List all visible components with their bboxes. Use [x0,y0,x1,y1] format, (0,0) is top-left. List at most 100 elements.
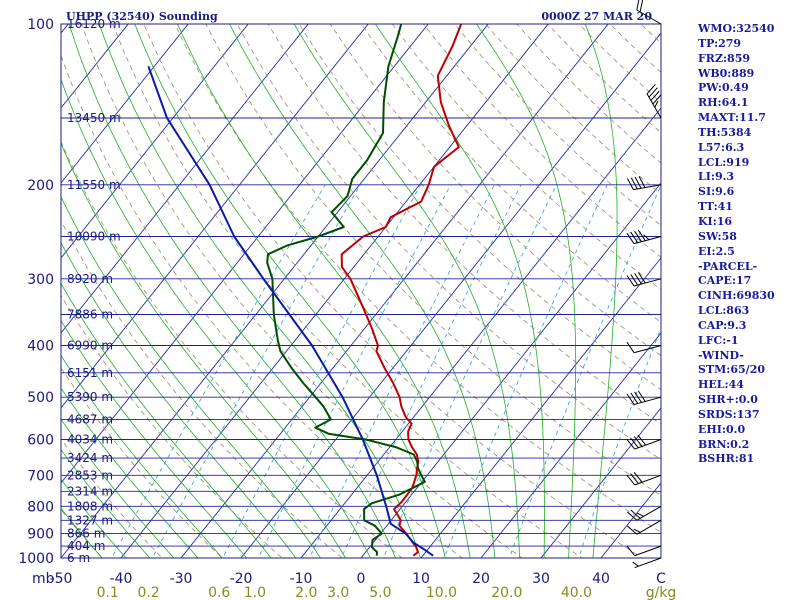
wind-barb [626,272,662,287]
wind-barb-feather [639,0,644,13]
isobar-lines [61,23,661,559]
temperature-tick-label: -20 [230,571,253,587]
wind-barb-feather [646,83,656,95]
mixing-ratio-line [151,184,361,558]
index-item: SHR+:0.0 [698,393,758,407]
moist-adiabat-line [61,418,175,558]
wind-barb-feather [630,473,639,484]
wind-barb-staff [634,439,662,450]
mixing-ratio-label: 0.6 [208,585,230,600]
wind-barb-feather [634,391,642,403]
wind-barb-feather [650,90,660,101]
wind-barb-feather [633,528,641,533]
temperature-tick-label: 40 [592,571,610,587]
wind-barb-feather [630,509,641,519]
temperature-tick-label: -50 [50,571,73,587]
wind-barb [626,545,662,557]
moist-adiabat-line [293,24,520,558]
moist-adiabat-line [68,24,396,558]
wind-barbs [626,0,662,569]
wind-barb-feather [626,511,638,521]
temperature-line [340,24,463,557]
moist-adiabat-line [584,24,618,558]
pressure-tick-label: 300 [27,272,54,288]
wind-barb-feather [633,471,643,483]
index-item: TH:5384 [698,125,752,139]
mixing-ratio-line [257,184,452,558]
height-label: 4034 m [67,433,113,447]
height-label: 866 m [67,527,105,541]
wind-barb-feather [634,176,642,189]
pressure-tick-label: 600 [27,433,54,449]
moist-adiabat-line [61,478,127,558]
mixing-ratio-label: 3.0 [327,585,349,600]
index-item: SW:58 [698,229,737,243]
valid-time: 0000Z 27 MAR 20 [541,10,652,23]
index-item: FRZ:859 [698,51,751,65]
dry-adiabat-line [61,367,223,558]
pressure-tick-label: 400 [27,339,54,355]
index-item: LCL:919 [698,155,750,169]
isotherm-line [120,24,549,558]
wind-barb-feather [636,0,640,11]
wind-barb [626,471,662,486]
moist-adiabat-line [61,319,248,558]
wind-barb-feather [637,434,647,446]
index-item: TT:41 [698,200,733,214]
index-item: SI:9.6 [698,185,735,199]
wind-barb-staff [636,519,662,535]
index-item: MAXT:11.7 [698,111,766,125]
dry-adiabat-line [143,24,643,558]
mixing-ratio-line [309,184,495,558]
isotherm-line [61,24,309,334]
wind-barb-staff [633,345,662,354]
dry-adiabat-line [61,294,283,558]
height-label: 8920 m [67,272,113,286]
wind-barb-feather [630,231,639,243]
index-item: BSHR:81 [698,452,755,466]
wind-barb-feather [652,94,662,105]
pressure-tick-label: 800 [27,499,54,515]
wind-barb [626,176,662,191]
wind-barb-feather [636,512,644,517]
profile-lines [147,24,463,557]
mixing-ratio-label: 40.0 [561,585,592,600]
dry-adiabat-line [205,24,661,497]
height-label: 3424 m [67,451,113,465]
temperature-tick-label: C [656,571,666,587]
moist-adiabat-line [98,24,421,558]
wind-barb-feather [648,87,658,98]
wind-barb-feather [626,232,635,244]
wind-barb-staff [633,278,662,287]
wind-barb-staff [633,184,662,191]
plot-frame [60,23,662,559]
wind-barb-feather [630,437,639,449]
dry-adiabat-line [81,24,523,558]
temperature-tick-label: 30 [532,571,550,587]
moist-adiabat-line [476,24,577,558]
mixing-ratio-line [382,184,557,558]
background-grid [61,24,661,558]
wind-barb-feather [634,230,642,242]
height-label: 5390 m [67,390,113,404]
moist-adiabat-line [61,387,199,558]
index-item: -WIND- [698,348,744,362]
index-item: LCL:863 [698,304,750,318]
axis-labels: 16120 m 13450 m 11550 m 10090 m 8920 m 7886 m… [18,17,676,600]
pressure-tick-label: 1000 [18,551,54,567]
isotherm-line [61,24,369,409]
wind-barb-staff [633,236,662,245]
isotherm-line [540,407,661,558]
parcel-path-line [147,65,434,557]
moist-adiabat-line [61,241,297,558]
wind-barb [626,434,662,450]
index-item: CINH:69830 [698,289,775,303]
index-item: KI:16 [698,214,733,228]
temperature-tick-label: -40 [110,571,133,587]
wind-barb [626,229,662,245]
isotherm-line [61,24,489,558]
index-item: L57:6.3 [698,140,745,154]
mixing-ratio-label: 1.0 [244,585,266,600]
height-label: 16120 m [67,17,121,31]
moist-adiabat-line [61,507,103,558]
